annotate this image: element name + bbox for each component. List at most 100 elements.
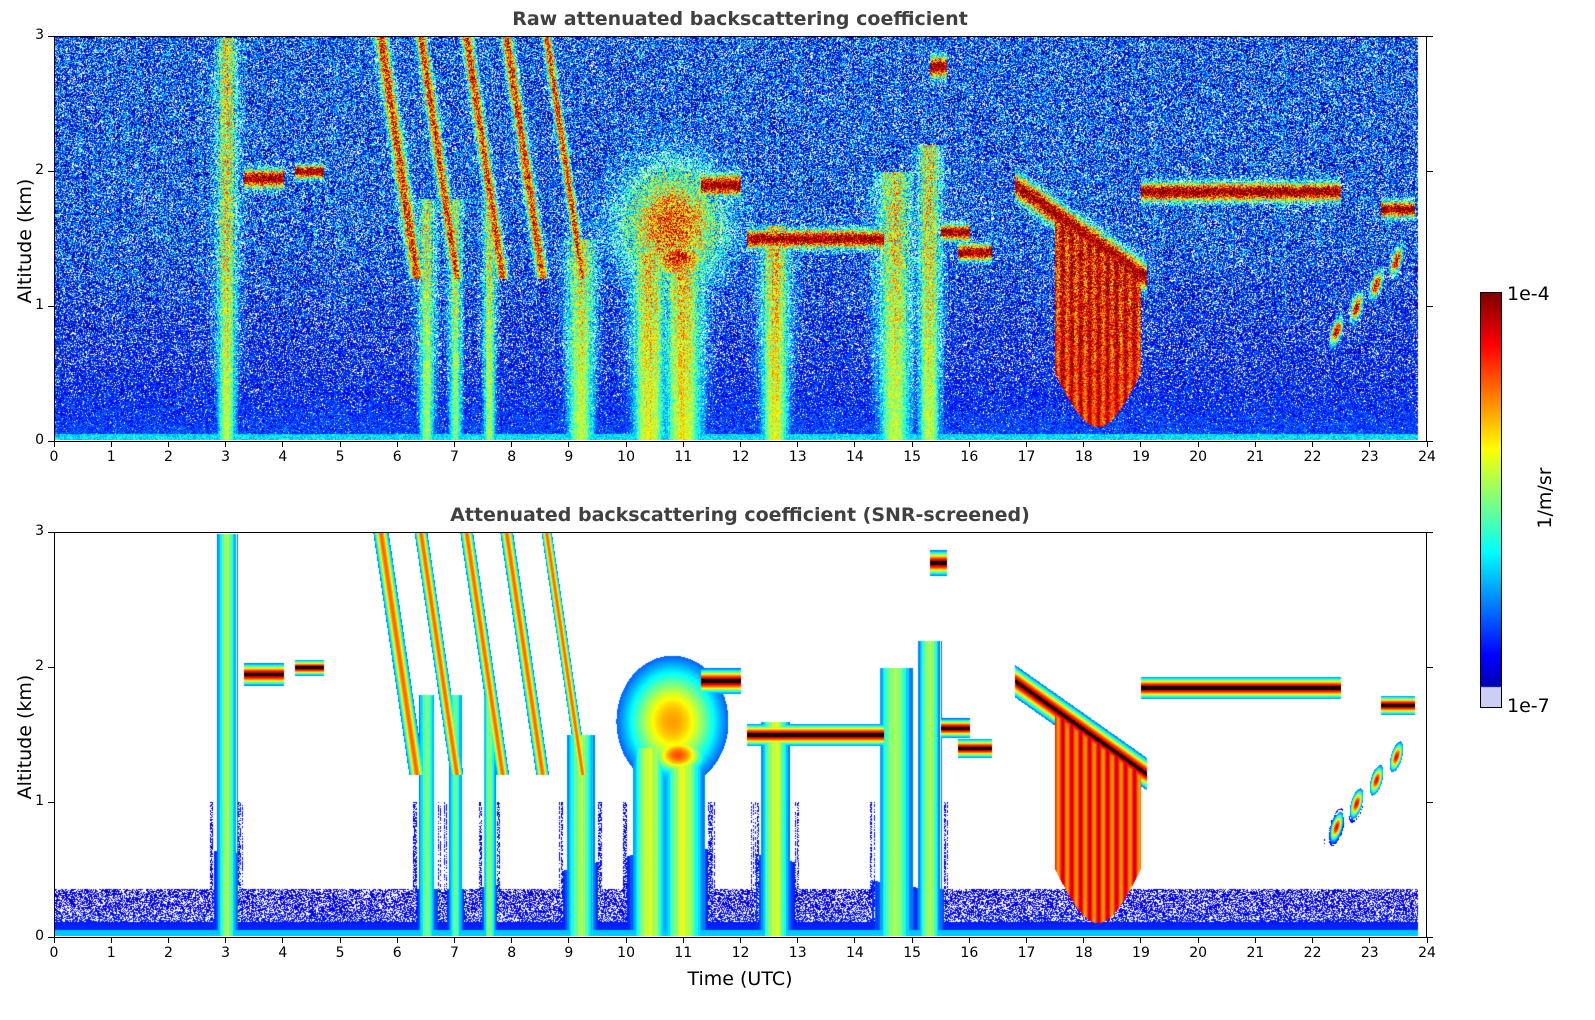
x-tick-label: 21 (1246, 945, 1265, 961)
x-tick (282, 937, 284, 943)
x-tick (282, 441, 284, 447)
y-tick (1427, 531, 1433, 533)
x-tick-label: 8 (507, 449, 517, 465)
x-tick (225, 441, 227, 447)
x-tick-label: 5 (335, 449, 345, 465)
x-tick (1026, 441, 1028, 447)
x-tick (854, 441, 856, 447)
y-tick (1427, 305, 1433, 307)
x-tick (339, 441, 341, 447)
x-tick (167, 441, 169, 447)
x-tick-label: 21 (1246, 449, 1265, 465)
x-tick (797, 937, 799, 943)
x-tick (53, 441, 55, 447)
x-tick-label: 8 (507, 945, 517, 961)
x-tick-label: 15 (903, 945, 922, 961)
y-tick-label: 2 (35, 658, 44, 674)
x-tick (396, 441, 398, 447)
x-tick-label: 9 (564, 945, 574, 961)
x-tick-label: 18 (1074, 449, 1093, 465)
x-tick-label: 22 (1303, 945, 1322, 961)
x-tick (625, 441, 627, 447)
x-tick (1426, 441, 1428, 447)
x-tick-label: 7 (449, 449, 459, 465)
x-tick (568, 441, 570, 447)
x-tick-label: 2 (163, 945, 173, 961)
x-tick-label: 10 (617, 945, 635, 961)
x-tick-label: 17 (1017, 449, 1036, 465)
x-tick (568, 937, 570, 943)
x-tick-label: 1 (106, 945, 116, 961)
x-tick (1026, 937, 1028, 943)
x-tick (911, 937, 913, 943)
x-tick (1369, 441, 1371, 447)
x-tick (225, 937, 227, 943)
x-tick-label: 15 (903, 449, 922, 465)
x-tick (453, 441, 455, 447)
x-tick (453, 937, 455, 943)
y-tick (48, 531, 54, 533)
bottom-heatmap (55, 533, 1426, 936)
x-tick (968, 441, 970, 447)
x-tick (1140, 937, 1142, 943)
x-tick (1083, 937, 1085, 943)
x-tick (1312, 937, 1314, 943)
y-tick (48, 35, 54, 37)
x-tick-label: 12 (731, 945, 750, 961)
x-tick-label: 9 (564, 449, 574, 465)
x-tick (682, 937, 684, 943)
x-tick (1426, 937, 1428, 943)
x-tick-label: 16 (960, 449, 979, 465)
x-tick-label: 4 (278, 945, 288, 961)
x-tick-label: 11 (674, 945, 693, 961)
x-tick (53, 937, 55, 943)
x-tick (339, 937, 341, 943)
bottom-plot-frame (54, 532, 1427, 938)
x-tick-label: 7 (449, 945, 459, 961)
x-tick-label: 3 (221, 945, 231, 961)
x-tick (1254, 441, 1256, 447)
x-tick-label: 12 (731, 449, 750, 465)
x-tick-label: 18 (1074, 945, 1093, 961)
x-tick (740, 937, 741, 943)
x-tick (854, 937, 856, 943)
y-tick (48, 305, 54, 307)
x-tick (511, 937, 513, 943)
x-tick-label: 13 (788, 945, 807, 961)
x-tick-label: 10 (617, 449, 635, 465)
colorbar-max-label: 1e-4 (1507, 283, 1550, 305)
y-tick-label: 1 (35, 297, 44, 313)
x-tick-label: 16 (960, 945, 979, 961)
x-tick (511, 441, 513, 447)
y-tick-label: 3 (35, 523, 44, 539)
x-tick-label: 19 (1132, 449, 1150, 465)
y-tick (48, 170, 54, 172)
x-tick-label: 20 (1189, 945, 1208, 961)
y-tick-label: 0 (35, 928, 44, 944)
x-tick-label: 23 (1360, 449, 1379, 465)
x-tick-label: 0 (49, 945, 59, 961)
x-tick-label: 17 (1017, 945, 1036, 961)
x-tick (797, 441, 799, 447)
x-tick (1197, 441, 1199, 447)
top-y-axis-label: Altitude (km) (14, 178, 36, 304)
x-tick-label: 14 (845, 945, 864, 961)
y-tick (1427, 936, 1433, 938)
x-tick (1083, 441, 1085, 447)
x-tick-label: 4 (278, 449, 288, 465)
colorbar-min-label: 1e-7 (1507, 695, 1550, 717)
x-tick-label: 1 (106, 449, 116, 465)
x-tick (1254, 937, 1256, 943)
y-tick-label: 1 (35, 793, 44, 809)
y-tick (1427, 170, 1433, 172)
bottom-y-axis-label: Altitude (km) (14, 674, 36, 800)
x-axis-label: Time (UTC) (687, 968, 793, 990)
x-tick (968, 937, 970, 943)
x-tick-label: 0 (49, 449, 59, 465)
x-tick (1197, 937, 1199, 943)
x-tick-label: 24 (1418, 449, 1436, 465)
x-tick (110, 441, 112, 447)
x-tick (1312, 441, 1314, 447)
x-tick-label: 6 (392, 449, 402, 465)
y-tick (48, 801, 54, 803)
